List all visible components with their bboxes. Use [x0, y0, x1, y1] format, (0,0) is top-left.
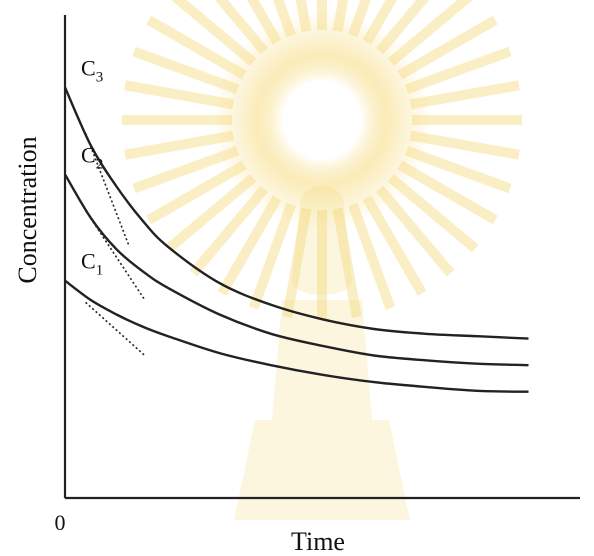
crown-watermark [234, 186, 410, 520]
axes [63, 15, 580, 500]
series-label-c2: C2 [81, 142, 103, 172]
series-label-c3: C3 [81, 55, 103, 85]
series-lines [63, 86, 529, 393]
x-axis-title: Time [291, 527, 345, 556]
series-line-c2 [63, 173, 529, 367]
series-line-c1 [64, 279, 529, 393]
y-axis-title: Concentration [13, 136, 42, 283]
series-line-c3 [63, 86, 529, 340]
series-labels: C3 C2 C1 [81, 55, 103, 278]
sun-disc-watermark [212, 10, 432, 230]
tangent-line-c1 [85, 301, 146, 357]
x-tick-label-origin: 0 [55, 510, 66, 535]
series-label-c1: C1 [81, 249, 103, 279]
